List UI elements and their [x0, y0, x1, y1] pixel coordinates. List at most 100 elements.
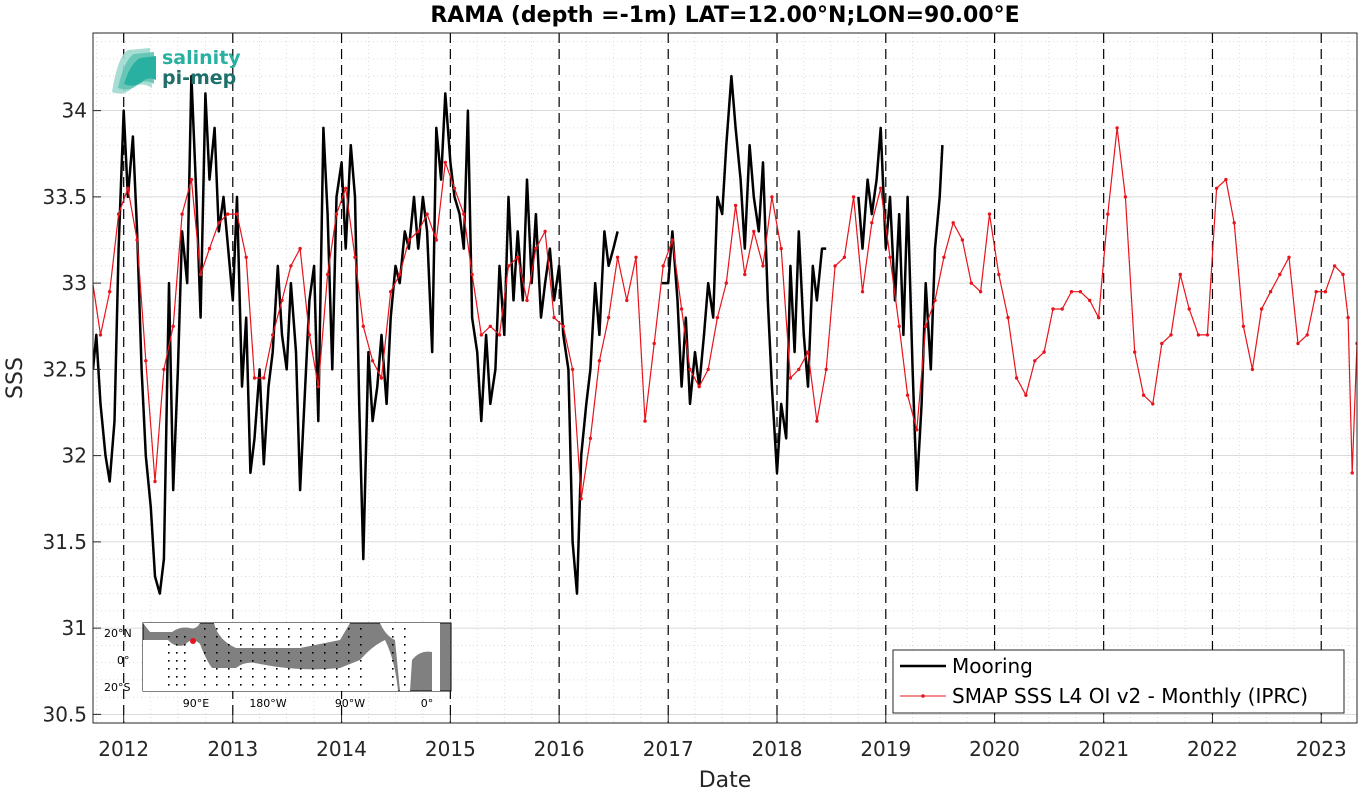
series-smap-point — [280, 298, 284, 303]
inset-mooring-dot — [300, 684, 302, 686]
series-smap-point — [888, 255, 892, 259]
series-smap-point — [661, 264, 665, 268]
series-smap-point — [153, 479, 157, 484]
series-smap-point — [724, 281, 728, 285]
series-smap-point — [879, 186, 883, 190]
inset-mooring-dot — [336, 684, 338, 686]
series-smap-point — [1287, 255, 1291, 259]
inset-mooring-dot — [240, 676, 242, 678]
logo-text-line1: salinity — [162, 47, 241, 69]
x-tick-label: 2018 — [752, 737, 803, 761]
series-smap-point — [452, 186, 457, 190]
inset-mooring-dot — [360, 660, 362, 662]
series-smap-point — [1214, 186, 1219, 190]
series-smap-point — [116, 212, 121, 216]
inset-mooring-dot — [204, 676, 206, 678]
inset-mooring-dot — [168, 636, 170, 638]
inset-mooring-dot — [168, 676, 170, 678]
x-tick-label: 2017 — [643, 737, 694, 761]
inset-mooring-dot — [228, 628, 230, 630]
series-smap-point — [1069, 290, 1074, 294]
inset-mooring-dot — [240, 684, 242, 686]
inset-mooring-dot — [324, 628, 326, 630]
inset-mooring-dot — [348, 684, 350, 686]
series-smap-point — [1141, 393, 1146, 397]
series-smap-point — [779, 246, 783, 251]
x-tick-label: 2023 — [1296, 737, 1347, 761]
series-smap-point — [144, 359, 148, 363]
inset-mooring-dot — [288, 676, 290, 678]
inset-mooring-dot — [336, 644, 338, 646]
inset-mooring-dot — [288, 660, 290, 662]
inset-mooring-dot — [360, 628, 362, 630]
inset-mooring-dot — [168, 644, 170, 646]
series-smap-point — [506, 264, 511, 268]
series-smap-point — [171, 324, 175, 328]
series-smap-point — [1115, 126, 1119, 130]
inset-mooring-dot — [288, 636, 290, 638]
series-smap-point — [262, 376, 266, 380]
series-smap-point — [1078, 290, 1083, 294]
inset-mooring-dot — [176, 644, 178, 646]
series-smap-point — [588, 436, 593, 441]
plot-frame — [92, 32, 1358, 724]
inset-mooring-dot — [276, 652, 278, 654]
series-smap-point — [1332, 264, 1337, 268]
series-smap-point — [770, 195, 774, 199]
series-smap-point — [271, 333, 275, 337]
series-smap-point — [1187, 307, 1191, 311]
inset-mooring-dot — [264, 684, 266, 686]
inset-mooring-dot — [252, 636, 254, 638]
series-smap-point — [606, 315, 611, 320]
series-smap-point — [570, 367, 575, 372]
x-tick-label: 2014 — [316, 737, 367, 761]
inset-mooring-dot — [228, 660, 230, 662]
series-smap-point — [870, 221, 874, 225]
series-smap-point — [434, 238, 438, 242]
inset-mooring-dot — [276, 684, 278, 686]
inset-mooring-dot — [184, 676, 186, 678]
inset-mooring-dot — [392, 660, 394, 662]
series-smap-point — [815, 419, 819, 423]
inset-mooring-dot — [204, 660, 206, 662]
legend: Mooring SMAP SSS L4 OI v2 - Monthly (IPR… — [892, 649, 1345, 714]
series-smap-point — [108, 290, 112, 294]
inset-mooring-dot — [392, 676, 394, 678]
inset-mooring-dot — [264, 668, 266, 670]
inset-mooring-dot — [228, 636, 230, 638]
inset-mooring-dot — [252, 644, 254, 646]
series-smap-point — [479, 333, 483, 337]
inset-mooring-dot — [312, 684, 314, 686]
series-smap-point — [370, 359, 375, 363]
y-tick-label: 32.5 — [42, 357, 87, 381]
inset-mooring-dot — [228, 644, 230, 646]
series-smap-point — [1133, 350, 1137, 354]
series-smap-point — [579, 497, 583, 501]
inset-mooring-dot — [360, 636, 362, 638]
inset-mooring-dot — [184, 660, 186, 662]
inset-mooring-dot — [392, 684, 394, 686]
inset-mooring-dot — [264, 636, 266, 638]
inset-mooring-dot — [252, 668, 254, 670]
salinity-pimep-logo: salinity pi-mep — [112, 47, 241, 94]
series-smap-point — [98, 333, 103, 337]
inset-mooring-dot — [240, 644, 242, 646]
inset-mooring-dot — [264, 644, 266, 646]
legend-label-smap: SMAP SSS L4 OI v2 - Monthly (IPRC) — [952, 684, 1308, 708]
inset-mooring-dot — [184, 652, 186, 654]
inset-mooring-dot — [404, 644, 406, 646]
series-mooring-line — [93, 74, 619, 595]
x-tick-label: 2013 — [207, 737, 258, 761]
inset-mooring-dot — [392, 636, 394, 638]
inset-mooring-dot — [168, 668, 170, 670]
y-tick-label: 32 — [62, 444, 87, 468]
inset-mooring-dot — [276, 660, 278, 662]
inset-mooring-dot — [168, 652, 170, 654]
x-tick-label: 2015 — [425, 737, 476, 761]
series-smap-point — [561, 324, 565, 328]
series-smap-point — [969, 281, 973, 285]
inset-mooring-dot — [176, 652, 178, 654]
inset-mooring-dot — [176, 660, 178, 662]
series-smap-point — [1088, 298, 1092, 303]
inset-mooring-dot — [336, 676, 338, 678]
